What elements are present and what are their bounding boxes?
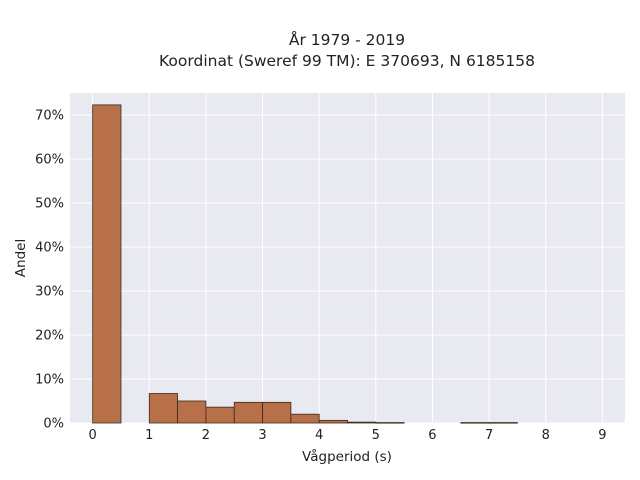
histogram-bar bbox=[460, 422, 490, 424]
x-axis-label: Vågperiod (s) bbox=[302, 448, 392, 465]
y-tick-label: 60% bbox=[35, 153, 64, 168]
x-tick-label: 2 bbox=[202, 428, 210, 443]
histogram-bar bbox=[488, 422, 518, 424]
chart-title-line-2: Koordinat (Sweref 99 TM): E 370693, N 61… bbox=[159, 52, 535, 70]
y-tick-labels: 0% 10% 20% 30% 40% 50% 60% 70% bbox=[35, 109, 64, 432]
histogram-bar bbox=[148, 393, 179, 424]
x-tick-label: 1 bbox=[145, 428, 153, 443]
y-tick-label: 30% bbox=[35, 285, 64, 300]
y-tick-label: 20% bbox=[35, 329, 64, 344]
x-tick-labels: 0 1 2 3 4 5 6 7 8 9 bbox=[89, 428, 607, 443]
x-tick-label: 4 bbox=[315, 428, 323, 443]
x-tick-label: 5 bbox=[372, 428, 380, 443]
x-tick-label: 7 bbox=[485, 428, 493, 443]
histogram-bar bbox=[92, 104, 122, 424]
x-tick-label: 6 bbox=[428, 428, 436, 443]
histogram-bar bbox=[347, 421, 377, 424]
x-tick-label: 3 bbox=[258, 428, 266, 443]
bars bbox=[92, 104, 518, 424]
histogram-bar bbox=[262, 401, 292, 424]
histogram-bar bbox=[290, 413, 320, 424]
histogram-bar bbox=[233, 401, 263, 424]
x-tick-label: 8 bbox=[542, 428, 550, 443]
histogram-bar bbox=[177, 400, 207, 424]
x-tick-label: 9 bbox=[598, 428, 606, 443]
y-tick-label: 0% bbox=[43, 417, 64, 432]
plot-area bbox=[70, 93, 625, 423]
histogram-bar bbox=[375, 422, 405, 424]
chart-title-line-1: År 1979 - 2019 bbox=[289, 30, 405, 49]
y-tick-label: 40% bbox=[35, 241, 64, 256]
histogram-bar bbox=[318, 419, 348, 424]
y-axis-label: Andel bbox=[13, 239, 29, 277]
y-tick-label: 70% bbox=[35, 109, 64, 124]
x-tick-label: 0 bbox=[89, 428, 97, 443]
y-tick-label: 10% bbox=[35, 373, 64, 388]
y-tick-label: 50% bbox=[35, 197, 64, 212]
histogram-bar bbox=[205, 406, 235, 424]
